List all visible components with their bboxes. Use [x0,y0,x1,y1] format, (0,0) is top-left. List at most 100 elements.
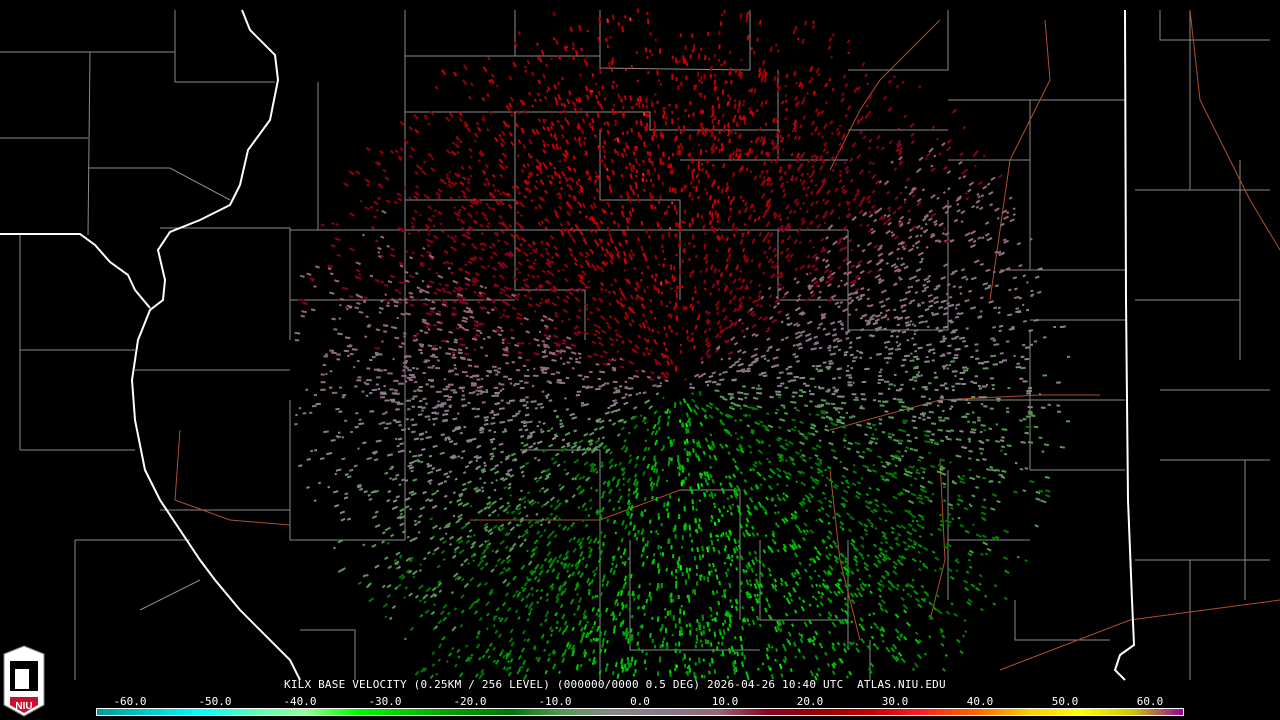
velocity-gate [715,646,719,652]
velocity-gate [536,92,540,97]
velocity-gate [425,227,431,232]
velocity-gate [831,32,835,37]
velocity-gate [817,156,822,162]
velocity-gate [516,210,520,215]
county-boundary [300,629,356,680]
velocity-gate [843,271,847,275]
velocity-gate [370,225,376,230]
velocity-gate [719,272,724,278]
velocity-gate [739,435,744,440]
velocity-gate [583,432,589,437]
velocity-gate [815,256,819,260]
velocity-gate [636,294,640,299]
velocity-gate [887,509,894,515]
velocity-gate [426,217,433,223]
velocity-gate [847,208,851,211]
velocity-gate [695,581,699,586]
velocity-gate [867,170,871,174]
velocity-gate [652,131,656,137]
velocity-gate [767,198,772,204]
velocity-gate [897,240,904,246]
velocity-gate [559,485,565,491]
velocity-gate [459,624,464,628]
velocity-gate [661,134,665,139]
velocity-gate [983,360,990,364]
velocity-gate [945,387,948,390]
velocity-gate [483,298,488,302]
velocity-gate [1042,336,1047,339]
velocity-gate [704,310,708,314]
velocity-gate [888,472,895,477]
velocity-gate [784,493,789,499]
velocity-gate [893,471,898,475]
velocity-gate [904,370,908,373]
velocity-gate [493,369,498,372]
velocity-gate [525,330,531,334]
velocity-gate [389,477,393,480]
velocity-gate [879,606,885,612]
velocity-gate [419,263,425,268]
velocity-gate [765,151,769,156]
velocity-gate [623,575,628,582]
velocity-gate [868,317,875,322]
velocity-gate [593,239,598,244]
velocity-gate [507,660,510,664]
velocity-gate [595,612,599,616]
velocity-gate [473,139,477,143]
velocity-gate [778,663,783,670]
velocity-gate [1034,275,1040,279]
velocity-gate [709,532,713,538]
velocity-gate [816,550,822,556]
velocity-gate [603,534,607,539]
velocity-gate [419,437,424,441]
velocity-gate [865,195,871,201]
velocity-gate [959,480,966,485]
velocity-gate [787,259,791,263]
velocity-gate [560,447,567,453]
velocity-gate [809,178,814,183]
velocity-gate [776,301,781,306]
velocity-gate [301,310,307,314]
velocity-gate [670,287,673,291]
velocity-gate [985,438,990,442]
velocity-gate [798,346,803,350]
velocity-gate [478,543,484,548]
velocity-gate [326,452,333,456]
velocity-gate [581,118,586,124]
radar-map[interactable] [0,0,1280,690]
velocity-gate [520,496,527,502]
velocity-gate [723,619,727,624]
velocity-gate [473,610,479,615]
velocity-gate [941,472,947,476]
velocity-gate [514,343,520,347]
velocity-gate [928,147,934,153]
velocity-gate [555,342,561,347]
velocity-gate [369,205,374,210]
velocity-gate [981,236,985,240]
velocity-gate [599,419,605,424]
velocity-gate [865,104,869,108]
velocity-gate [614,119,617,123]
velocity-gate [571,416,578,420]
velocity-gate [991,387,995,390]
velocity-gate [671,187,675,192]
velocity-gate [522,629,526,635]
velocity-gate [776,473,782,479]
velocity-gate [647,71,650,75]
velocity-gate [842,502,846,506]
velocity-gate [956,502,960,506]
velocity-gate [747,444,752,449]
velocity-gate [980,424,986,427]
velocity-gate [848,238,853,243]
velocity-gate [767,424,774,429]
velocity-gate [968,468,972,472]
velocity-gate [640,303,646,310]
velocity-gate [605,37,608,42]
velocity-gate [777,426,782,430]
velocity-gate [452,239,457,244]
velocity-gate [414,128,420,134]
velocity-gate [546,657,551,662]
velocity-gate [583,651,588,658]
velocity-gate [859,223,863,227]
velocity-gate [613,148,617,154]
